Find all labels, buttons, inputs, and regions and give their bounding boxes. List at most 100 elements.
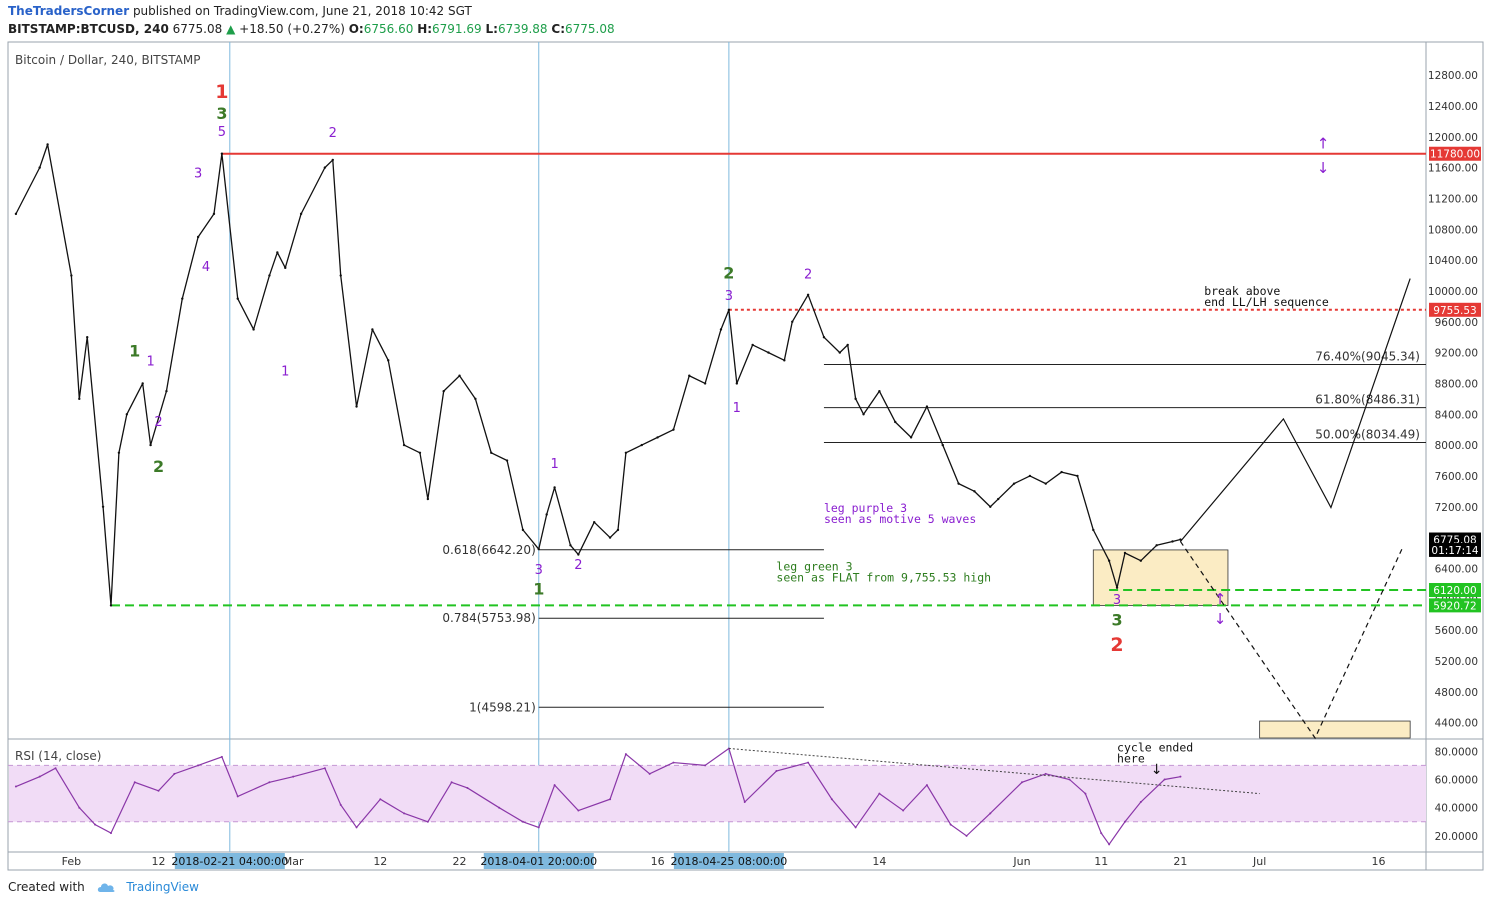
tradingview-brand[interactable]: TradingView	[126, 880, 199, 894]
price-tick-label: 10800.00	[1428, 224, 1478, 236]
time-tick-label: Mar	[283, 855, 304, 868]
rsi-point	[1044, 772, 1047, 775]
rsi-point	[1139, 801, 1142, 804]
rsi-band	[9, 765, 1426, 822]
price-point	[767, 351, 770, 354]
price-axis-badge-text: 01:17:14	[1431, 545, 1478, 557]
direction-arrow: ↓	[1214, 610, 1227, 628]
wave-label: 3	[725, 289, 733, 304]
price-point	[1092, 528, 1095, 532]
price-point	[727, 308, 731, 312]
time-tick-label: 16	[1371, 855, 1385, 868]
rsi-point	[268, 781, 271, 784]
price-point	[1155, 544, 1158, 547]
price-point	[505, 459, 509, 462]
rsi-point	[553, 784, 556, 787]
price-point	[624, 451, 628, 455]
rsi-point	[704, 764, 707, 767]
price-point	[925, 405, 929, 408]
fib-extension-label: 0.784(5753.98)	[442, 611, 535, 625]
time-axis-badge-text: 2018-04-25 08:00:00	[670, 855, 787, 868]
rsi-point	[1068, 778, 1071, 781]
annotation-text: leg green 3	[776, 560, 852, 574]
wave-label: 1	[533, 580, 544, 599]
rsi-point	[775, 770, 778, 773]
rsi-point	[173, 772, 176, 775]
author-link[interactable]: TheTradersCorner	[8, 4, 130, 18]
fib-extension-label: 1(4598.21)	[469, 700, 536, 714]
price-axis-badge	[1429, 542, 1481, 557]
price-point	[331, 158, 334, 162]
price-axis-badge	[1429, 302, 1481, 317]
price-point	[14, 212, 18, 216]
price-point	[521, 528, 525, 532]
wave-label: 4	[202, 260, 210, 275]
price-point	[1060, 470, 1063, 474]
price-point	[323, 166, 327, 169]
price-axis-badge-text: 9755.53	[1433, 305, 1476, 317]
price-point	[490, 451, 493, 455]
target-zone-box	[1092, 549, 1229, 606]
rsi-point	[1108, 843, 1111, 846]
rsi-tick-label: 80.0000	[1435, 746, 1478, 758]
price-point	[791, 320, 794, 323]
wave-label: 3	[194, 167, 202, 182]
rsi-point	[54, 767, 57, 770]
rsi-point	[854, 826, 857, 829]
price-point	[268, 274, 271, 277]
rsi-point	[236, 795, 239, 798]
price-tick-label: 12400.00	[1428, 101, 1478, 113]
rsi-point	[94, 823, 97, 826]
price-point	[719, 328, 723, 331]
price-point	[973, 490, 976, 493]
price-tick-label: 7200.00	[1435, 502, 1478, 514]
high-value: 6791.69	[432, 22, 482, 36]
rsi-point	[1084, 792, 1087, 795]
price-point	[458, 374, 461, 377]
rsi-point	[648, 772, 651, 775]
price-axis-badge-text: 6120.00	[1433, 585, 1476, 597]
price-point	[418, 451, 422, 455]
symbol-name[interactable]: BITSTAMP:BTCUSD, 240	[8, 22, 169, 36]
wave-label: 2	[574, 558, 582, 573]
price-point	[608, 536, 612, 539]
price-point	[878, 389, 881, 393]
price-tick-label: 5600.00	[1435, 625, 1478, 637]
price-point	[181, 297, 184, 300]
price-point	[38, 166, 41, 169]
rsi-point	[577, 809, 580, 812]
rsi-point	[521, 820, 524, 823]
price-point	[70, 274, 73, 277]
rsi-point	[1179, 775, 1182, 778]
projection-path-bearish	[1179, 541, 1403, 740]
time-tick-label: 22	[453, 855, 467, 868]
time-tick-label: 16	[651, 855, 665, 868]
annotation-text: seen as motive 5 waves	[824, 512, 976, 526]
price-point	[846, 343, 849, 347]
direction-arrow: ↑	[1214, 590, 1227, 608]
price-point	[442, 389, 445, 393]
rsi-tick-label: 20.0000	[1435, 831, 1478, 843]
price-axis-badge	[1429, 583, 1481, 598]
price-tick-label: 12000.00	[1428, 132, 1478, 144]
direction-arrow: ↑	[1317, 134, 1330, 152]
rsi-point	[902, 809, 905, 812]
time-tick-label: Jun	[1012, 855, 1030, 868]
price-axis-badge-text: 5920.72	[1433, 600, 1476, 612]
price-point	[1076, 474, 1079, 478]
rsi-point	[609, 798, 612, 801]
rsi-point	[426, 820, 429, 823]
rsi-point	[624, 753, 627, 756]
wave-label: 2	[1110, 634, 1123, 656]
price-point	[822, 335, 826, 339]
annotation-text: end LL/LH sequence	[1204, 295, 1329, 309]
wave-label: 5	[218, 125, 226, 140]
rsi-point	[220, 755, 223, 758]
price-point	[426, 497, 430, 501]
fib-extension-label: 0.618(6642.20)	[442, 543, 535, 557]
rsi-point	[537, 826, 540, 829]
published-text: published on TradingView.com, June 21, 2…	[132, 4, 472, 18]
price-point	[894, 420, 897, 424]
price-point	[1115, 586, 1119, 589]
